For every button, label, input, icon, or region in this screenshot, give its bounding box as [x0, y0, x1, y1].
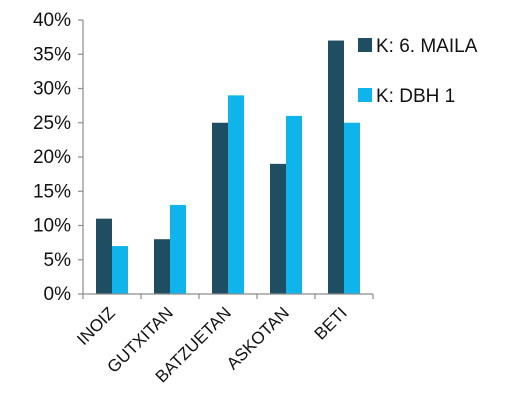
axes: [82, 20, 374, 299]
legend-label: K: 6. MAILA: [376, 36, 478, 57]
y-tick-label: 35%: [33, 44, 71, 65]
y-tick-label: 0%: [44, 284, 72, 305]
y-tick-label: 30%: [33, 79, 71, 100]
bar-beti-series-2: [344, 122, 360, 294]
bars: [96, 40, 360, 295]
y-tick-label: 40%: [33, 10, 71, 31]
y-axis-ticks: 0% 5% 10% 15% 20% 25% 30% 35% 40%: [33, 10, 83, 305]
y-tick-label: 5%: [44, 250, 72, 271]
bar-batzuetan-series-2: [228, 95, 244, 294]
y-tick-label: 20%: [33, 147, 71, 168]
bar-askotan-series-1: [270, 163, 286, 294]
bar-beti-series-1: [328, 40, 344, 294]
legend: K: 6. MAILA K: DBH 1: [358, 36, 478, 107]
legend-swatch: [358, 38, 372, 52]
y-tick-label: 15%: [33, 181, 71, 202]
bar-askotan-series-2: [286, 115, 302, 295]
x-tick-label: BETI: [311, 303, 351, 343]
x-tick-label: INOIZ: [73, 303, 118, 348]
y-tick-label: 10%: [33, 216, 71, 237]
y-tick-label: 25%: [33, 113, 71, 134]
bar-batzuetan-series-1: [212, 122, 228, 294]
bar-gutxitan-series-1: [154, 239, 170, 294]
legend-label: K: DBH 1: [376, 86, 455, 107]
legend-swatch: [358, 88, 372, 102]
bar-gutxitan-series-2: [170, 204, 186, 294]
x-tick-label: ASKOTAN: [223, 303, 293, 373]
bar-inoiz-series-2: [112, 246, 128, 294]
bar-inoiz-series-1: [96, 218, 112, 294]
